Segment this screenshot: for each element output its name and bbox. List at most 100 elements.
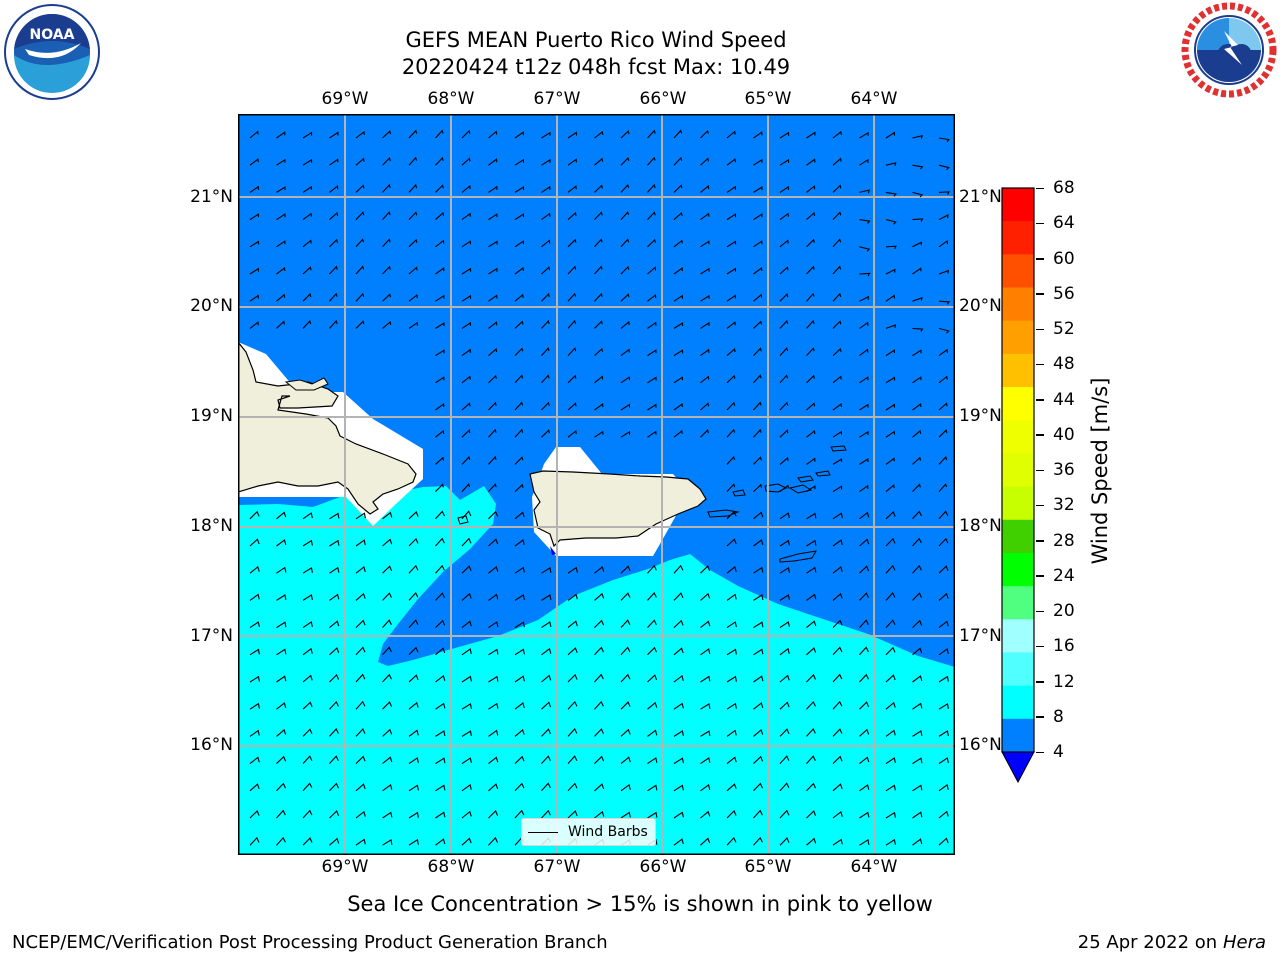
map-legend: Wind Barbs [521,818,656,846]
wind-barb [408,619,419,628]
wind-barb [435,838,446,846]
wind-barb [832,700,843,710]
wind-barb [885,191,897,197]
wind-barb [885,403,896,411]
wind-barb [594,320,603,329]
wind-barb [779,347,789,356]
wind-barb [276,131,286,139]
colorbar-tick-label: 12 [1053,671,1075,692]
wind-barb [779,266,789,275]
wind-barb [938,402,948,411]
wind-barb [461,510,472,520]
wind-barb [859,189,870,194]
wind-barb [408,511,419,520]
wind-barb [382,511,393,520]
wind-barb [938,300,951,305]
wind-barb [806,810,817,819]
wind-barb [647,646,658,656]
wind-barb [249,648,260,656]
wind-barb [567,782,578,792]
lon-tick-top-66: 66°W [639,89,687,109]
wind-barb [726,294,736,302]
wind-barb [276,293,286,302]
wind-barb [885,784,896,792]
wind-barb [249,185,260,193]
wind-barb [461,620,472,629]
wind-barb [885,811,896,819]
wind-barb [779,567,790,574]
colorbar-tick-mark [1036,222,1044,225]
wind-barb [461,483,471,492]
lat-tick-left-19: 19°N [190,406,233,426]
wind-barb [567,185,577,193]
wind-barb [435,619,446,628]
wind-barb [832,592,843,601]
wind-barb [753,266,763,275]
wind-barb [806,131,816,139]
wind-barb [567,131,578,139]
wind-speed-map [238,114,955,855]
wind-barb [726,158,736,166]
wind-barb [435,129,444,139]
footer-date: 25 Apr 2022 on Hera [1078,932,1266,954]
wind-barb [541,809,551,819]
wind-barb [912,564,922,574]
wind-barb [647,183,656,193]
lat-tick-right-21: 21°N [959,187,1002,207]
wind-barb [620,783,631,792]
wind-barb [753,456,762,465]
wind-barb [859,701,870,710]
wind-barb [647,811,658,819]
wind-barb [514,755,525,764]
wind-barb [938,164,950,171]
wind-barb [329,185,339,193]
wind-barb [673,757,684,765]
wind-barb [620,701,631,710]
wind-barb [832,783,843,792]
wind-barb [488,565,499,574]
wind-barb [859,673,869,683]
wind-barb [567,158,577,166]
colorbar-tick-label: 16 [1053,636,1075,657]
wind-barb [567,374,577,384]
wind-barb [647,701,658,710]
wind-barb [885,324,897,329]
anegada-island [830,445,847,452]
wind-barb [620,728,631,737]
colorbar-tick-label: 4 [1053,742,1064,762]
wind-barb [302,621,313,629]
wind-barb [461,730,472,737]
wind-barb [302,320,312,329]
wind-barb [700,648,711,656]
wind-barb [859,592,869,601]
wind-barb [435,537,445,547]
wind-barb [514,594,525,601]
wind-barb [435,294,445,302]
wind-barb [276,728,287,737]
wind-barb [408,811,419,819]
wind-barb [938,675,949,683]
wind-barb [382,728,393,737]
wind-barb [806,319,815,329]
wind-barb [779,782,790,792]
wind-barb [249,675,260,683]
wind-barb [647,784,658,792]
wind-barb [567,319,577,329]
wind-barb [832,184,842,193]
wind-barb [938,375,948,384]
wind-barb [885,564,896,574]
wind-barb [276,782,286,792]
wind-barb [302,647,313,656]
wind-barb [541,755,551,764]
wind-barb [567,593,578,601]
wind-barb [832,539,843,547]
wind-barb [435,784,446,792]
wind-barb [673,322,684,329]
wind-barb [779,320,789,329]
wind-barb [726,510,737,520]
wind-barb [620,376,631,384]
wind-barb [700,837,711,846]
wind-barb [276,755,287,764]
colorbar-segment [1002,453,1034,488]
colorbar-tick-mark [1036,610,1044,612]
